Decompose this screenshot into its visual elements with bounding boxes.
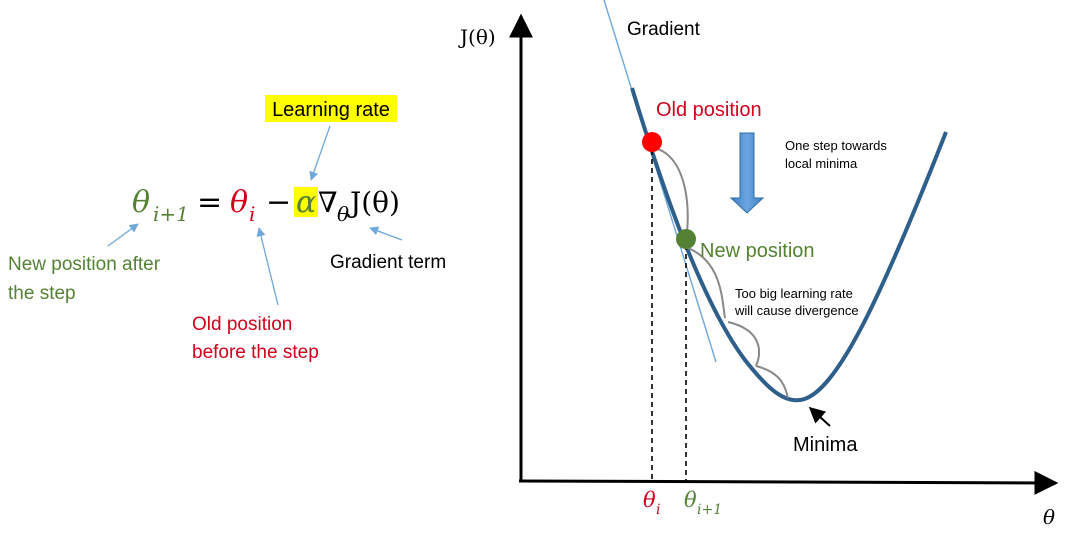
x-axis-label: θ: [1043, 505, 1055, 529]
new-position-label-line2: the step: [8, 283, 76, 304]
learning-rate-label: Learning rate: [272, 99, 390, 121]
equation-rhs-subscript: i: [249, 202, 255, 226]
learning-rate-arrow: [309, 125, 331, 181]
y-axis-label: J(θ): [458, 25, 496, 49]
equation-nabla-subscript: θ: [337, 202, 349, 226]
gradient-label: Gradient: [627, 19, 701, 40]
step-arc-2: [687, 247, 726, 319]
old-position-point: [642, 132, 662, 152]
gradient-term-label: Gradient term: [330, 252, 446, 273]
equation-alpha: α: [296, 185, 316, 220]
alpha-highlight: [294, 187, 318, 217]
divergence-note-line1: Too big learning rate: [735, 286, 853, 301]
old-position-arrow: [256, 227, 279, 306]
step-note-line1: One step towards: [785, 138, 887, 153]
cost-curve: [630, 87, 948, 403]
equation-lhs-theta: θ: [132, 185, 150, 220]
equation-nabla: ∇: [318, 186, 338, 219]
tick-theta-i1-var: θ: [684, 488, 697, 512]
divergence-note-line2: will cause divergence: [734, 303, 859, 318]
tick-theta-i1-sub: i+1: [697, 502, 722, 518]
new-position-point: [676, 229, 696, 249]
new-position-arrow: [107, 223, 139, 247]
step-note-line2: local minima: [785, 156, 858, 171]
equation-equals: =: [197, 185, 222, 220]
tick-theta-i-var: θ: [643, 488, 656, 512]
step-arc-4: [755, 365, 789, 399]
equation-lhs-subscript: i+1: [153, 202, 189, 226]
new-position-graph-label: New position: [700, 240, 815, 262]
equation: θ i+1 = θ i − α ∇ θ J(θ): [132, 185, 400, 226]
new-position-label-line1: New position after: [8, 254, 161, 275]
equation-cost-function: J(θ): [347, 186, 400, 219]
learning-rate-highlight: [265, 95, 397, 122]
step-arc-1: [654, 147, 689, 239]
x-axis: [518, 470, 1059, 495]
minima-label: Minima: [793, 434, 858, 456]
old-position-label-line1: Old position: [192, 314, 292, 335]
gradient-term-arrow: [369, 226, 403, 241]
equation-minus: −: [266, 185, 291, 220]
old-position-label-line2: before the step: [192, 342, 319, 363]
tick-theta-i-sub: i: [656, 502, 660, 518]
old-position-graph-label: Old position: [656, 99, 762, 121]
equation-rhs-theta: θ: [230, 185, 248, 220]
minima-arrow: [808, 406, 831, 427]
step-arc-3: [727, 321, 760, 367]
step-direction-arrow-icon: [729, 132, 765, 214]
